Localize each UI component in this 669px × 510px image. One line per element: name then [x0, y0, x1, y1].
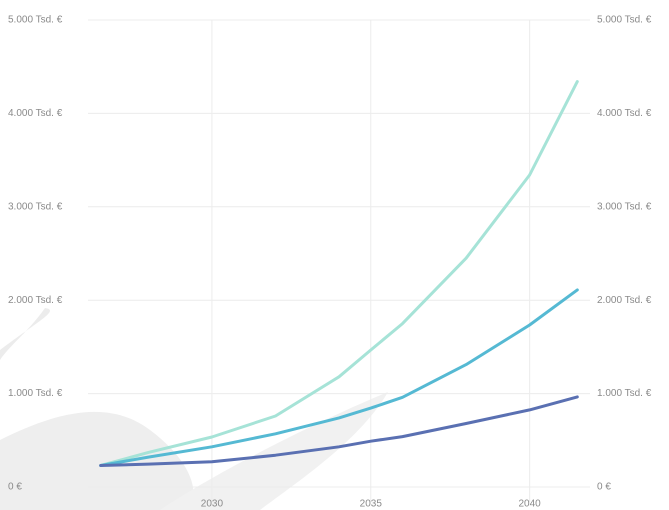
y-tick-label: 5.000 Tsd. €	[8, 15, 63, 26]
y2-tick-label: 4.000 Tsd. €	[597, 108, 652, 119]
y2-tick-label: 1.000 Tsd. €	[597, 388, 652, 399]
y2-tick-label: 2.000 Tsd. €	[597, 295, 652, 306]
background-decoration	[160, 392, 388, 510]
background-decoration	[0, 308, 50, 360]
y2-tick-label: 5.000 Tsd. €	[597, 15, 652, 26]
series-line	[99, 80, 579, 467]
y-tick-label: 1.000 Tsd. €	[8, 388, 63, 399]
y2-tick-label: 3.000 Tsd. €	[597, 201, 652, 212]
background-decoration	[0, 411, 194, 510]
y-tick-label: 2.000 Tsd. €	[8, 295, 63, 306]
y-tick-label: 0 €	[8, 482, 22, 493]
x-tick-label: 2035	[360, 499, 383, 510]
y-tick-label: 4.000 Tsd. €	[8, 108, 63, 119]
x-tick-label: 2030	[201, 499, 224, 510]
series-line	[99, 395, 579, 467]
y2-tick-label: 0 €	[597, 482, 611, 493]
x-tick-label: 2040	[519, 499, 542, 510]
y-tick-label: 3.000 Tsd. €	[8, 201, 63, 212]
series-line	[99, 288, 579, 467]
